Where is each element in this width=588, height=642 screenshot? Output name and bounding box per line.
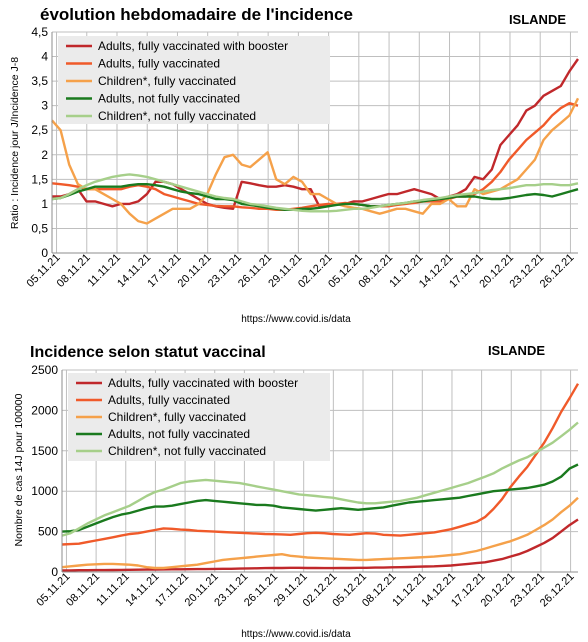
chart1-title: évolution hebdomadaire de l'incidence [40,5,353,24]
chart1-country-label: ISLANDE [509,12,566,27]
y-tick-label: 4,5 [31,25,48,39]
series-line-1 [61,383,580,546]
legend-label: Children*, fully vaccinated [108,410,246,424]
series-line-3 [51,182,579,212]
legend-box [58,36,330,124]
legend-label: Children*, not fully vaccinated [98,109,256,123]
legend-label: Adults, fully vaccinated with booster [98,39,288,53]
y-tick-label: 500 [38,525,58,539]
chart-ratio: évolution hebdomadaire de l'incidence IS… [9,5,580,325]
y-tick-label: 3 [41,99,48,113]
series-line-0 [62,518,579,572]
chart1-source-label: https://www.covid.is/data [241,314,351,325]
y-tick-label: 0 [51,565,58,579]
series-line-4 [61,421,579,537]
y-tick-label: 1 [41,197,48,211]
legend-label: Adults, fully vaccinated with booster [108,376,298,390]
y-tick-label: 0 [41,246,48,260]
legend-label: Adults, not fully vaccinated [108,427,250,441]
legend-label: Adults, fully vaccinated [108,393,230,407]
legend-label: Adults, fully vaccinated [98,57,220,71]
y-tick-label: 1,5 [31,172,48,186]
y-tick-label: 0,5 [31,221,48,235]
legend-box [68,373,330,461]
series-line-4 [51,173,579,213]
y-tick-label: 1000 [31,484,58,498]
chart1-y-axis-label: Ratio : Incidence jour J/Incidence J-8 [9,57,21,229]
y-tick-label: 3,5 [31,74,48,88]
chart-incidence: Incidence selon statut vaccinal ISLANDE … [13,343,580,640]
legend-label: Children*, not fully vaccinated [108,444,266,458]
series-line-0 [52,58,579,211]
series-line-1 [51,101,579,212]
y-tick-label: 2,5 [31,123,48,137]
y-tick-label: 1500 [31,444,58,458]
y-tick-label: 2 [41,148,48,162]
chart2-country-label: ISLANDE [488,343,545,358]
series-line-3 [61,463,579,533]
y-tick-label: 2000 [31,403,58,417]
series-line-2 [51,97,580,225]
legend-label: Adults, not fully vaccinated [98,92,240,106]
chart2-y-axis-label: Nombre de cas 14J pour 100000 [13,393,25,546]
series-line-2 [61,496,579,570]
chart2-source-label: https://www.covid.is/data [241,629,351,640]
y-tick-label: 2500 [31,363,58,377]
y-tick-label: 4 [41,50,48,64]
legend-label: Children*, fully vaccinated [98,74,236,88]
chart2-title: Incidence selon statut vaccinal [30,344,266,361]
x-tick-label: 08.11.21 [55,252,93,290]
